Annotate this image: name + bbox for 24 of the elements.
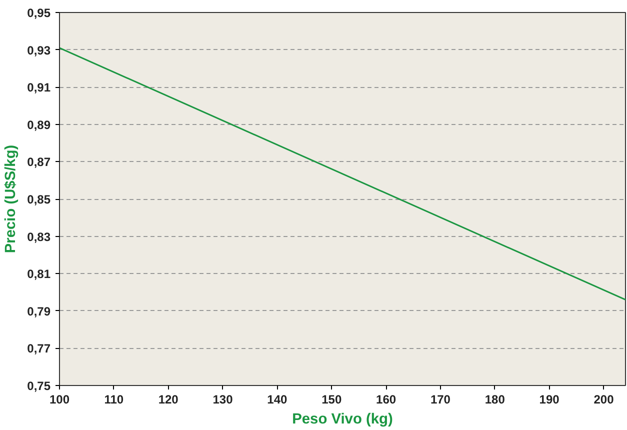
y-tick-label: 0,91 (27, 80, 51, 95)
y-axis-title: Precio (U$S/kg) (3, 144, 20, 254)
y-tick-label: 0,89 (27, 118, 51, 132)
y-tick-label: 0,93 (27, 43, 51, 58)
x-tick-label: 120 (158, 392, 179, 406)
x-tick-label: 110 (104, 392, 124, 406)
y-tick-label: 0,85 (27, 192, 51, 206)
y-tick-label: 0,95 (27, 6, 51, 20)
y-tick-label: 0,79 (27, 304, 51, 318)
x-tick-label: 160 (376, 392, 396, 406)
x-tick-label: 130 (212, 392, 234, 406)
x-tick-label: 200 (594, 392, 614, 406)
y-tick-label: 0,83 (27, 230, 51, 244)
x-tick-label: 150 (322, 392, 342, 406)
x-tick-label: 180 (484, 392, 506, 406)
x-tick-label: 140 (267, 392, 288, 406)
x-tick-label: 100 (49, 392, 70, 406)
y-tick-label: 0,81 (27, 267, 51, 282)
y-tick-label: 0,77 (27, 342, 51, 356)
y-tick-label: 0,75 (27, 379, 51, 393)
x-tick-label: 170 (430, 392, 451, 406)
x-tick-label: 190 (539, 392, 560, 406)
y-tick-label: 0,87 (27, 155, 51, 170)
x-axis-title: Peso Vivo (kg) (292, 412, 393, 428)
